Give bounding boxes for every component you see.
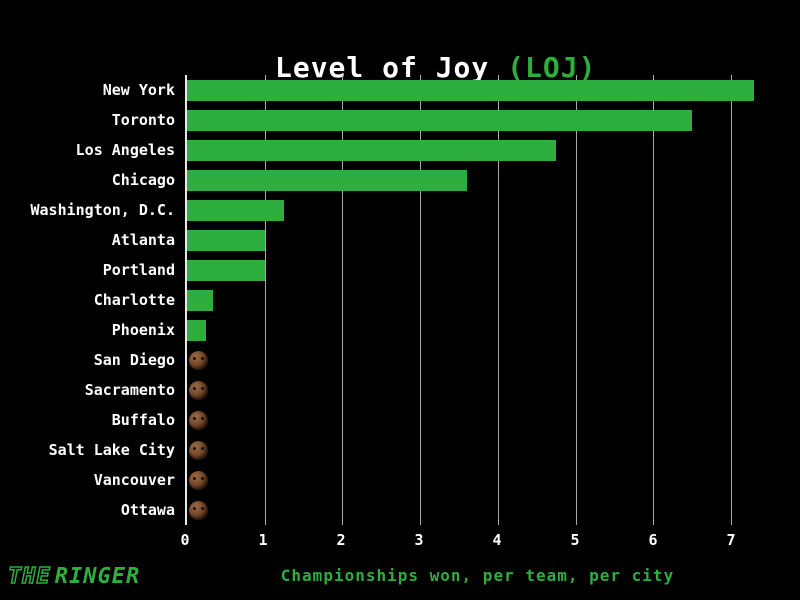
chart-row <box>187 345 770 375</box>
chart-row <box>187 405 770 435</box>
bar <box>187 169 467 191</box>
x-tick-label: 7 <box>726 531 736 549</box>
plot-area <box>185 75 770 525</box>
chart-row <box>187 75 770 105</box>
title-accent: (LOJ) <box>507 51 597 84</box>
chart-row <box>187 225 770 255</box>
chart-row <box>187 465 770 495</box>
bar <box>187 139 557 161</box>
crying-face-icon <box>189 440 208 460</box>
chart-row <box>187 315 770 345</box>
the-ringer-logo: THE RINGER <box>7 563 141 590</box>
bar-chart: New York Toronto Los Angeles Chicago Washing… <box>0 75 800 551</box>
gridline <box>342 75 344 525</box>
bar <box>187 289 213 311</box>
gridline <box>497 75 499 525</box>
chart-row <box>187 165 770 195</box>
crying-face-icon <box>189 500 208 520</box>
gridline <box>264 75 266 525</box>
y-axis-label: Salt Lake City <box>48 441 175 459</box>
y-axis-label: Phoenix <box>111 321 175 339</box>
logo-the: THE <box>7 563 51 590</box>
x-axis-title: Championships won, per team, per city <box>280 566 675 585</box>
chart-row <box>187 375 770 405</box>
bar <box>187 109 693 131</box>
y-axis-label: Atlanta <box>111 231 175 249</box>
bar <box>187 229 265 251</box>
chart-row <box>187 495 770 525</box>
chart-rows <box>187 75 770 525</box>
y-axis-label: Buffalo <box>111 411 175 429</box>
x-tick-label: 5 <box>570 531 580 549</box>
gridline <box>420 75 422 525</box>
crying-face-icon <box>189 380 208 400</box>
x-tick-label: 2 <box>336 531 346 549</box>
chart-row <box>187 195 770 225</box>
logo-ringer: RINGER <box>54 564 141 589</box>
x-tick-label: 6 <box>648 531 658 549</box>
chart-row <box>187 135 770 165</box>
y-axis-labels: New York Toronto Los Angeles Chicago Washing… <box>0 75 185 525</box>
gridline <box>653 75 655 525</box>
x-tick-label: 3 <box>414 531 424 549</box>
title-main: Level of Joy <box>274 51 508 84</box>
chart-row <box>187 435 770 465</box>
y-axis-label: Chicago <box>111 171 175 189</box>
gridline <box>731 75 733 525</box>
bar <box>187 79 755 101</box>
y-axis-label: Vancouver <box>93 471 175 489</box>
y-axis-label: Charlotte <box>93 291 175 309</box>
x-axis: 0 1 2 3 4 5 6 7 <box>180 525 770 551</box>
y-axis-label: Washington, D.C. <box>30 201 176 219</box>
chart-row <box>187 105 770 135</box>
x-tick-label: 1 <box>258 531 268 549</box>
crying-face-icon <box>189 470 208 490</box>
x-tick-label: 4 <box>492 531 502 549</box>
chart-row <box>187 255 770 285</box>
y-axis-label: Los Angeles <box>75 141 175 159</box>
chart-title: Level of Joy (LOJ) <box>0 0 800 117</box>
y-axis-label: Ottawa <box>120 501 175 519</box>
gridline <box>575 75 577 525</box>
y-axis-label: Sacramento <box>84 381 175 399</box>
bar <box>187 199 285 221</box>
x-tick-label: 0 <box>180 531 190 549</box>
bar <box>187 319 207 341</box>
y-axis-label: Toronto <box>111 111 175 129</box>
crying-face-icon <box>189 350 208 370</box>
y-axis-label: Portland <box>102 261 175 279</box>
crying-face-icon <box>189 410 208 430</box>
y-axis-label: New York <box>102 81 175 99</box>
footer: THE RINGER Championships won, per team, p… <box>0 562 800 592</box>
y-axis-label: San Diego <box>93 351 175 369</box>
chart-row <box>187 285 770 315</box>
bar <box>187 259 265 281</box>
